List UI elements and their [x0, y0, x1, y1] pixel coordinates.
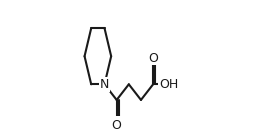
- Text: O: O: [112, 119, 122, 132]
- Text: O: O: [148, 52, 158, 65]
- Text: OH: OH: [159, 78, 178, 91]
- Text: N: N: [100, 78, 109, 91]
